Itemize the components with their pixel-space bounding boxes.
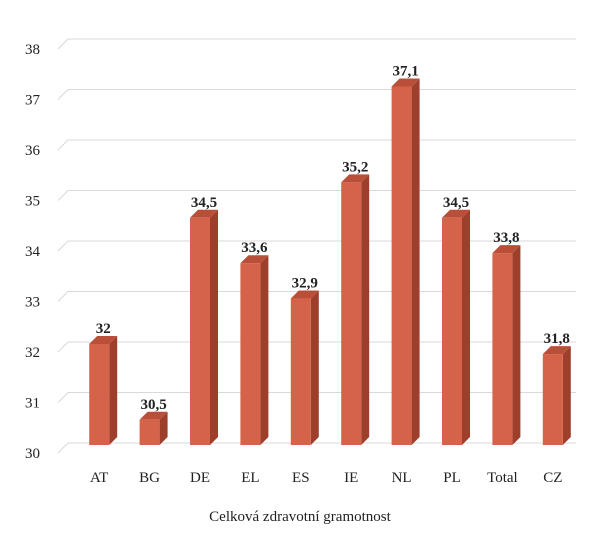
bar-front bbox=[442, 217, 462, 445]
bar bbox=[240, 255, 269, 445]
x-category-label: DE bbox=[190, 470, 210, 486]
bar bbox=[290, 290, 319, 445]
bar-top bbox=[240, 255, 269, 264]
bar bbox=[341, 174, 370, 445]
data-label: 32 bbox=[96, 321, 111, 337]
bar-front bbox=[89, 344, 110, 445]
bar-front bbox=[139, 419, 160, 445]
bar-side bbox=[109, 336, 118, 445]
y-tick-label: 31 bbox=[25, 396, 40, 412]
x-category-label: PL bbox=[443, 470, 461, 486]
y-tick-label: 37 bbox=[25, 93, 41, 109]
bar bbox=[492, 245, 521, 445]
bar-top bbox=[542, 346, 571, 355]
bar bbox=[190, 209, 218, 445]
y-axis-ticks: 30 31 32 33 34 35 36 37 38 bbox=[25, 42, 41, 462]
bar bbox=[442, 209, 470, 445]
bar-front bbox=[492, 253, 513, 445]
y-tick-label: 38 bbox=[25, 42, 40, 58]
gridline bbox=[57, 190, 576, 201]
bar bbox=[542, 346, 571, 445]
data-label: 34,5 bbox=[443, 195, 469, 211]
bar-top bbox=[190, 209, 218, 218]
data-labels: 32 30,5 34,5 33,6 32,9 35,2 37,1 34,5 33,8 31,8 bbox=[96, 63, 570, 412]
x-category-label: ES bbox=[292, 470, 310, 486]
gridline bbox=[57, 89, 576, 100]
data-label: 37,1 bbox=[392, 63, 418, 79]
y-tick-label: 33 bbox=[25, 295, 40, 311]
data-label: 33,6 bbox=[241, 240, 268, 256]
bar-side bbox=[512, 245, 521, 445]
x-category-label: CZ bbox=[543, 470, 562, 486]
bar-front bbox=[542, 354, 563, 445]
bar-front bbox=[190, 217, 210, 445]
x-category-label: Total bbox=[487, 470, 518, 486]
x-category-label: NL bbox=[392, 470, 412, 486]
bars bbox=[89, 78, 571, 445]
bar-side bbox=[159, 411, 168, 445]
x-category-label: BG bbox=[139, 470, 160, 486]
bar-side bbox=[361, 174, 370, 445]
bar-top bbox=[89, 336, 118, 344]
x-axis-title: Celková zdravotní gramotnost bbox=[209, 509, 391, 525]
bar bbox=[139, 411, 168, 445]
data-label: 34,5 bbox=[191, 195, 217, 211]
bar-top bbox=[442, 209, 470, 218]
gridline bbox=[57, 38, 576, 50]
bar-front bbox=[290, 298, 311, 445]
data-label: 31,8 bbox=[544, 331, 570, 347]
x-category-label: AT bbox=[90, 470, 108, 486]
y-tick-label: 35 bbox=[25, 194, 40, 210]
data-label: 35,2 bbox=[342, 159, 368, 175]
gridlines bbox=[57, 38, 576, 454]
x-category-label: EL bbox=[241, 470, 259, 486]
bar-top bbox=[139, 411, 168, 420]
data-label: 30,5 bbox=[140, 397, 166, 413]
bar-side bbox=[462, 209, 470, 445]
bar-top bbox=[492, 245, 521, 254]
gridline bbox=[57, 139, 576, 151]
bar-side bbox=[210, 209, 218, 445]
y-tick-label: 30 bbox=[25, 446, 40, 462]
bar-side bbox=[562, 346, 571, 445]
x-axis-categories: AT BG DE EL ES IE NL PL Total CZ bbox=[90, 470, 562, 486]
data-label: 33,8 bbox=[493, 230, 519, 246]
y-tick-label: 34 bbox=[25, 244, 41, 260]
y-tick-label: 32 bbox=[25, 345, 40, 361]
x-category-label: IE bbox=[344, 470, 358, 486]
y-tick-label: 36 bbox=[25, 143, 41, 159]
bar-front bbox=[391, 86, 412, 445]
bar-front bbox=[240, 263, 261, 445]
bar-top bbox=[341, 174, 370, 183]
bar-top bbox=[391, 78, 420, 87]
bar-side bbox=[411, 78, 420, 445]
bar bbox=[391, 78, 420, 445]
bar bbox=[89, 336, 118, 445]
bar-side bbox=[310, 290, 319, 445]
bar-front bbox=[341, 182, 362, 445]
bar-side bbox=[260, 255, 269, 445]
bar-top bbox=[290, 290, 319, 299]
data-label: 32,9 bbox=[292, 276, 318, 292]
